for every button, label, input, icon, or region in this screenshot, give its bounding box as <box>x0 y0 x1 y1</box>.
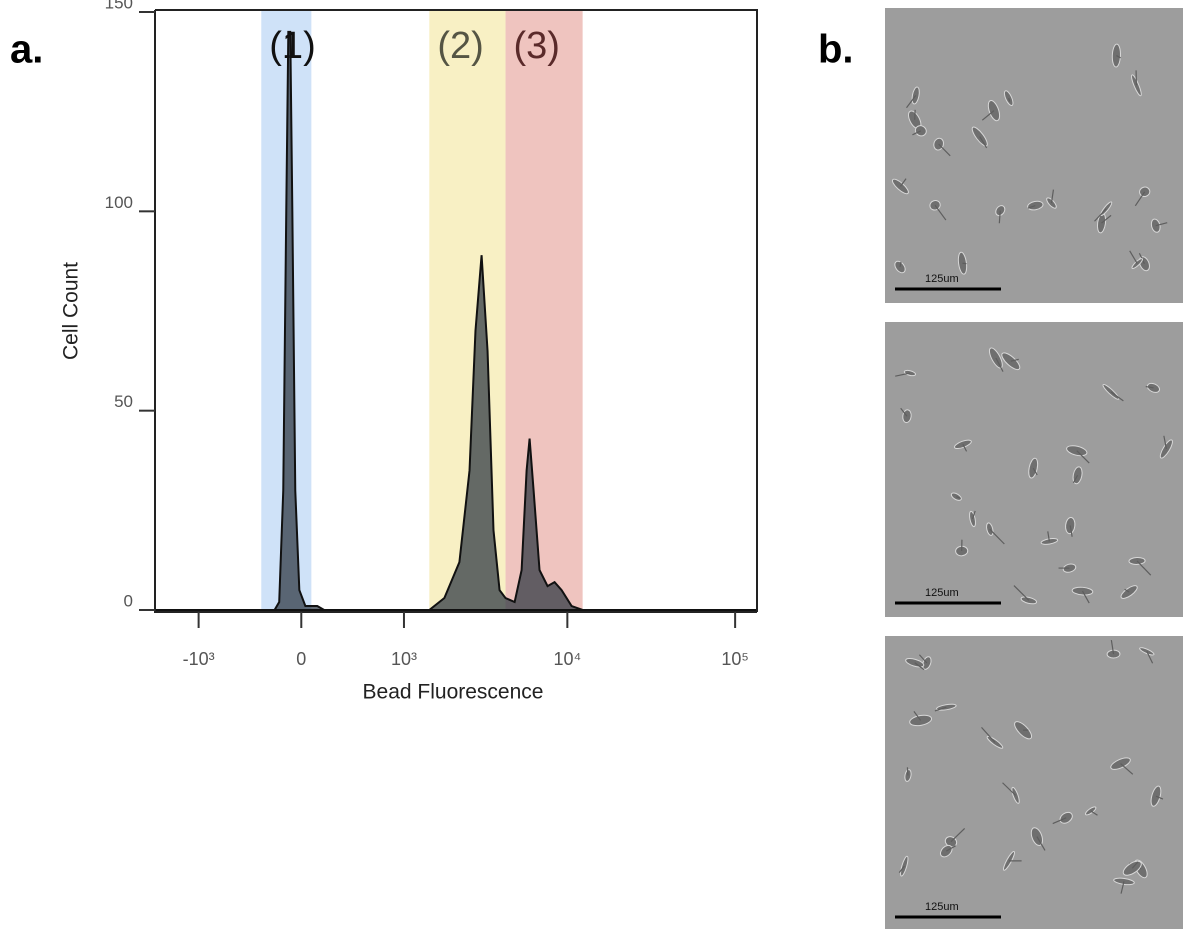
cell-process <box>914 662 925 671</box>
cell-process <box>1155 222 1168 227</box>
cell-process <box>1052 817 1067 825</box>
cell-process <box>995 357 1004 372</box>
cell-process <box>895 372 911 377</box>
y-tick-label: 50 <box>114 392 133 411</box>
cell-process <box>1145 385 1154 389</box>
panel-label: b. <box>818 28 854 72</box>
cell-process <box>900 407 908 417</box>
micrograph: 125um <box>885 8 1183 303</box>
scale-bar-label: 125um <box>925 901 959 913</box>
micrograph-background <box>885 636 1183 929</box>
cell-process <box>918 654 928 664</box>
cell-process <box>962 444 968 452</box>
y-tick-label: 150 <box>105 0 133 12</box>
cell-process <box>1027 205 1036 209</box>
x-tick-label: 10⁵ <box>721 649 748 669</box>
y-tick-label: 0 <box>124 591 133 610</box>
cell-process <box>998 210 1001 224</box>
x-tick-label: -10³ <box>183 649 215 669</box>
gate-label: (2) <box>437 25 483 67</box>
cell <box>1131 74 1142 97</box>
x-tick-label: 10⁴ <box>553 649 581 669</box>
cell-process <box>956 496 961 499</box>
cell-process <box>1076 450 1090 464</box>
gate <box>505 10 583 612</box>
cell-process <box>1050 189 1055 204</box>
cell-process <box>1090 810 1098 816</box>
gate-label: (1) <box>269 25 315 67</box>
cell-process <box>899 178 907 187</box>
x-axis-label: Bead Fluorescence <box>363 681 544 704</box>
y-axis-label: Cell Count <box>60 262 83 360</box>
y-tick-label: 100 <box>105 193 133 212</box>
cell-process <box>945 845 956 852</box>
cell-process <box>934 706 947 712</box>
cell-process <box>912 130 922 136</box>
cell-process <box>1120 881 1125 894</box>
gate-label: (3) <box>514 25 560 67</box>
cell-process <box>938 143 951 157</box>
cell-process <box>1047 531 1050 542</box>
cell-process <box>1101 214 1112 224</box>
cell-process <box>898 865 905 873</box>
cell <box>1062 563 1077 573</box>
cell-process <box>1116 55 1121 59</box>
cell-process <box>1036 836 1046 851</box>
cell-process <box>1008 97 1011 102</box>
cell-process <box>981 110 995 121</box>
micrograph-background <box>885 8 1183 303</box>
cell-process <box>1124 588 1130 593</box>
cell-process <box>1131 861 1139 869</box>
scale-bar-label: 125um <box>925 273 959 285</box>
cell-process <box>1110 639 1115 655</box>
cell-process <box>906 95 917 109</box>
cell <box>971 126 988 147</box>
micrograph: 125um <box>885 636 1183 929</box>
scale-bar-label: 125um <box>925 587 959 599</box>
cell-process <box>1013 585 1030 601</box>
cell-process <box>906 767 909 776</box>
cell-process <box>1081 590 1090 604</box>
cell-process <box>1072 474 1079 484</box>
cell-process <box>1032 467 1038 476</box>
cell-process <box>1110 391 1124 402</box>
cell <box>1065 516 1076 535</box>
cell-process <box>1002 782 1016 796</box>
x-tick-label: 0 <box>296 649 306 669</box>
cell-process <box>1134 191 1146 207</box>
cell-process <box>899 261 902 268</box>
cell-process <box>981 726 996 743</box>
cell <box>1001 352 1021 371</box>
cell <box>1027 200 1044 211</box>
panel-label: a. <box>10 28 43 72</box>
cell-process <box>1120 763 1134 775</box>
x-tick-label: 10³ <box>391 649 417 669</box>
cell-process <box>1136 560 1152 576</box>
cell-process <box>1155 795 1164 800</box>
cell-process <box>1163 435 1167 450</box>
cell-process <box>1010 358 1019 362</box>
cell-process <box>934 204 947 221</box>
cell-process <box>1146 651 1154 664</box>
cell-process <box>913 711 922 721</box>
micrograph: 125um <box>885 322 1183 617</box>
cell-process <box>1129 250 1138 264</box>
cell-process <box>950 827 966 843</box>
histogram <box>155 30 757 611</box>
cell <box>950 492 962 501</box>
cell-process <box>1094 208 1107 222</box>
cell-process <box>1069 525 1073 537</box>
cell-process <box>989 528 1005 545</box>
cell-process <box>979 136 988 149</box>
cell-process <box>971 510 976 520</box>
